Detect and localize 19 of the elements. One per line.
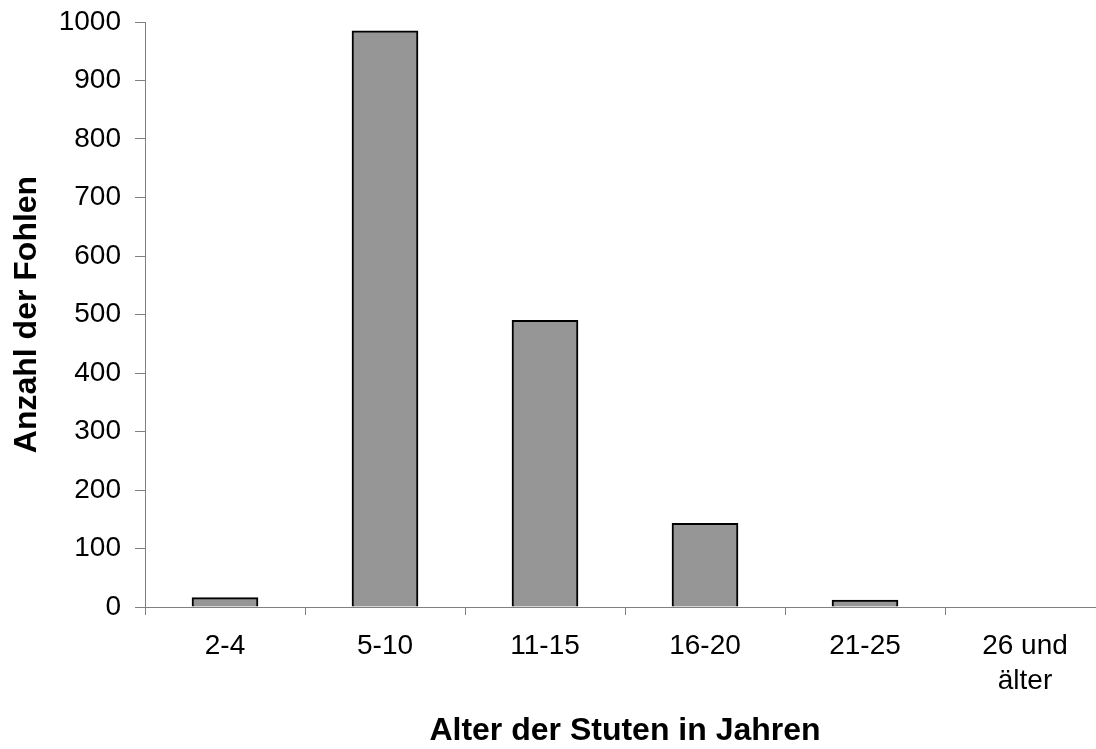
y-tick-label: 600 bbox=[74, 238, 121, 270]
y-tick-label: 0 bbox=[105, 589, 121, 621]
y-tick-label: 1000 bbox=[58, 4, 121, 36]
y-axis-title: Anzahl der Fohlen bbox=[7, 175, 44, 454]
y-tick-label: 500 bbox=[74, 297, 121, 329]
y-tick-label: 300 bbox=[74, 414, 121, 446]
y-tick-label: 200 bbox=[74, 472, 121, 504]
x-axis-title: Alter der Stuten in Jahren bbox=[429, 711, 821, 748]
y-tick-label: 700 bbox=[74, 180, 121, 212]
y-tick-label: 800 bbox=[74, 121, 121, 153]
y-tick-label: 100 bbox=[74, 531, 121, 563]
x-tick-label: 21-25 bbox=[829, 629, 901, 661]
x-tick-label: 16-20 bbox=[669, 629, 741, 661]
y-tick-label: 900 bbox=[74, 63, 121, 95]
y-tick-label: 400 bbox=[74, 355, 121, 387]
x-tick-label: 11-15 bbox=[510, 629, 580, 661]
x-tick-label: 2-4 bbox=[204, 629, 246, 661]
x-tick-label: 26 und älter bbox=[982, 629, 1068, 696]
x-tick-label: 5-10 bbox=[356, 629, 414, 661]
